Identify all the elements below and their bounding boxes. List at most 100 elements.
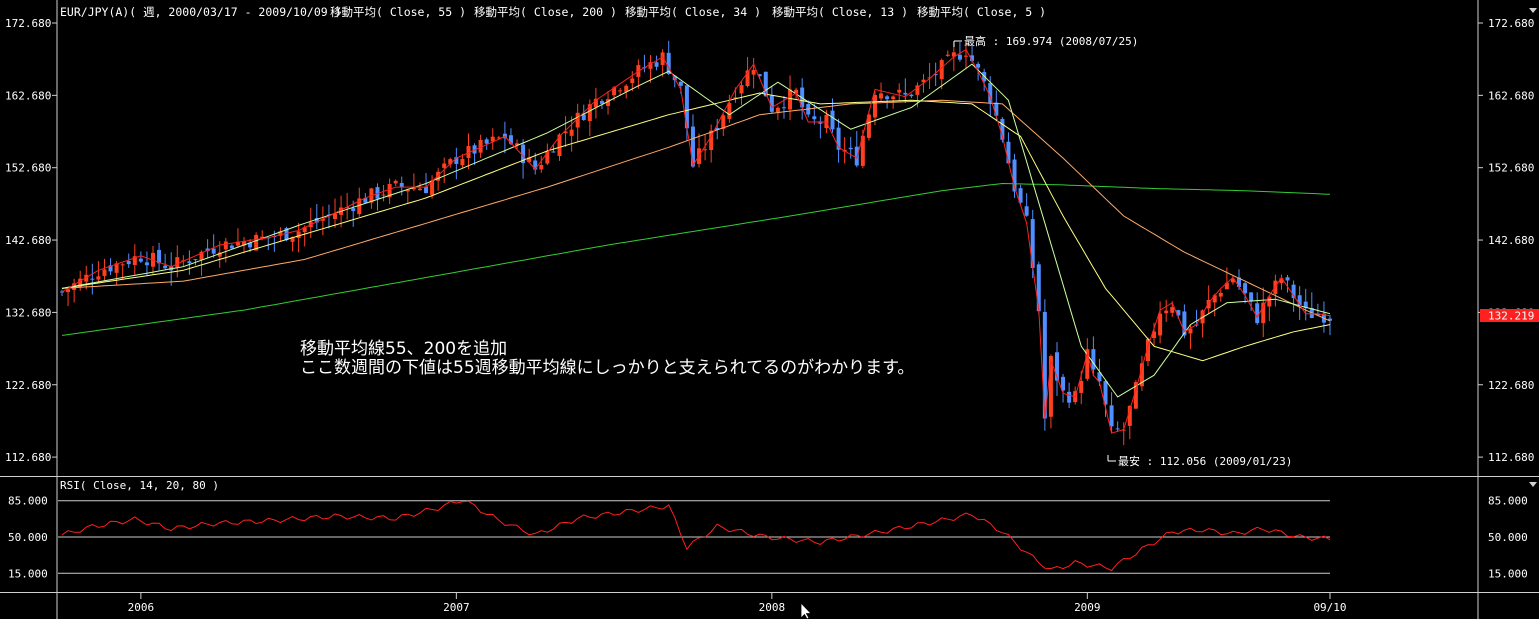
candle-body-12 [132,256,137,265]
candle-body-166 [1067,391,1072,403]
ma-line-13 [61,63,1331,398]
rsi-panel-scroll-down-icon[interactable] [1529,482,1537,487]
candle-body-68 [472,145,477,154]
candle-body-178 [1139,363,1144,387]
price-tick-left-3: 142.680 [5,234,51,247]
candle-body-149 [963,55,968,57]
candle-body-115 [757,74,762,77]
candle-body-21 [187,261,192,264]
candle-body-128 [836,127,841,150]
candle-body-179 [1145,339,1150,362]
candle-body-204 [1297,295,1302,306]
high-marker: 最高 : 169.974 (2008/07/25) [953,34,1138,48]
candle-body-89 [599,100,604,104]
candle-body-43 [320,218,325,221]
time-x-axis: 2006 2007 2008 2009 09/10 [128,593,1347,614]
candle-body-3 [78,278,83,288]
candle-body-135 [879,93,884,99]
candle-body-75 [515,143,520,146]
current-price-tag [1480,309,1539,322]
candle-body-107 [709,130,714,150]
price-panel-scroll-down-icon[interactable] [1529,8,1537,13]
candle-body-190 [1212,295,1217,303]
candle-body-182 [1164,310,1169,314]
candle-body-103 [684,85,689,129]
candle-body-159 [1024,206,1029,216]
candle-body-100 [666,52,671,75]
candle-body-134 [872,95,877,118]
candle-body-132 [860,135,865,166]
candle-body-201 [1279,278,1284,283]
candle-body-32 [254,234,259,251]
candle-body-180 [1152,331,1157,339]
candle-body-102 [678,81,683,86]
price-tick-right-3: 142.680 [1488,234,1534,247]
candle-body-127 [830,110,835,130]
candle-body-157 [1012,159,1017,192]
candle-body-72 [496,137,501,139]
candle-body-58 [411,187,416,190]
candle-body-155 [1000,118,1005,140]
candle-body-194 [1236,277,1241,287]
ma-line-200 [61,182,1331,336]
candle-body-5 [90,278,95,280]
candle-body-207 [1315,314,1320,316]
candle-body-173 [1109,405,1114,427]
candle-body-52 [375,187,380,199]
candle-body-71 [490,136,495,142]
candle-body-14 [144,262,149,266]
candle-body-176 [1127,405,1132,426]
candle-body-84 [569,129,574,136]
candle-body-64 [448,159,453,165]
candle-body-136 [885,96,890,100]
candle-body-145 [939,60,944,80]
ma-line-55 [61,99,1331,322]
annotation-line-2: ここ数週間の下値は55週移動平均線にしっかりと支えられてるのがわかります。 [300,358,915,378]
candle-body-78 [533,160,538,170]
candle-body-199 [1267,296,1272,307]
candle-body-113 [745,70,750,87]
candle-body-154 [994,102,999,116]
candle-body-37 [284,228,289,241]
candle-body-83 [563,131,568,134]
candle-body-174 [1115,428,1120,430]
candle-body-144 [933,74,938,76]
rsi-tick-right-2: 15.000 [1488,567,1528,580]
candle-body-94 [630,78,635,84]
time-tick-label-0: 2006 [128,601,155,614]
candle-body-11 [126,261,131,265]
candle-body-66 [460,159,465,166]
candle-body-4 [84,274,89,282]
candle-body-74 [508,135,513,144]
candle-body-197 [1255,303,1260,324]
candle-body-42 [314,218,319,223]
candle-body-192 [1224,282,1229,290]
candle-body-50 [363,198,368,203]
time-tick-label-1: 2007 [443,601,470,614]
candle-body-17 [163,265,168,269]
candle-body-203 [1291,284,1296,299]
candle-body-116 [763,71,768,97]
candle-body-6 [96,276,101,280]
candle-body-98 [654,62,659,67]
candle-body-161 [1036,264,1041,312]
candle-body-170 [1091,349,1096,370]
candle-body-184 [1176,310,1181,316]
rsi-y-axis: 85.000 85.000 50.000 50.000 15.000 15.000 [8,495,1528,581]
candle-body-131 [854,146,859,166]
low-marker-label: 最安 : 112.056 (2009/01/23) [1118,454,1292,468]
candle-body-160 [1030,219,1035,268]
rsi-tick-right-1: 50.000 [1488,531,1528,544]
candle-body-22 [193,259,198,261]
price-tick-right-6: 112.680 [1488,451,1534,464]
time-tick-label-3: 2009 [1074,601,1101,614]
candle-body-168 [1079,380,1084,393]
price-tick-right-5: 122.680 [1488,379,1534,392]
time-tick-label-4: 09/10 [1313,601,1346,614]
rsi-label: RSI( Close, 14, 20, 80 ) [60,479,219,492]
rsi-levels [58,500,1330,574]
candle-body-163 [1048,356,1053,417]
ma-line-34 [61,92,1331,362]
candle-body-109 [721,115,726,129]
candle-body-196 [1249,292,1254,302]
